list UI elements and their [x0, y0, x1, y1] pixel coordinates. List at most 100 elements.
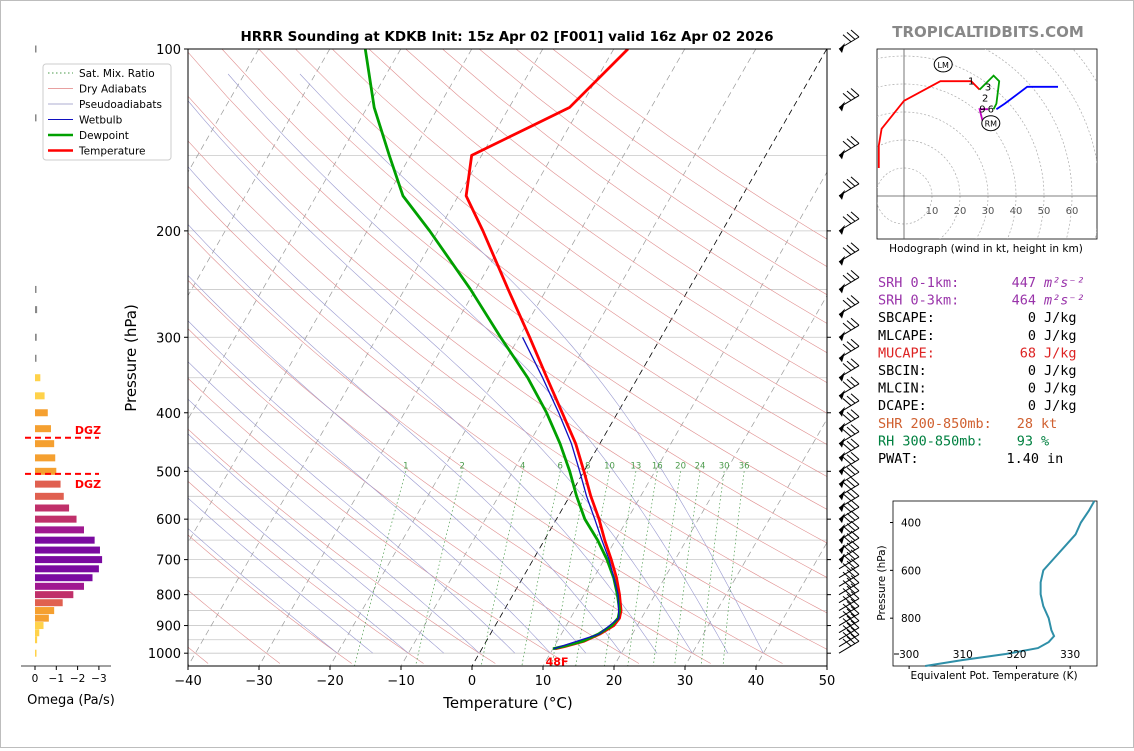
isotherm-line [684, 418, 827, 666]
chart-title: HRRR Sounding at KDKB Init: 15z Apr 02 [… [240, 29, 773, 45]
omega-bar [35, 440, 55, 448]
mixing-ratio-label: 20 [675, 461, 686, 471]
mixing-ratio-label: 4 [520, 461, 525, 471]
omega-bar [35, 392, 45, 400]
isotherm-line [1, 49, 46, 666]
dry-adiabat [188, 185, 827, 650]
mixing-ratio-label: 10 [604, 461, 615, 471]
index-value: 0 [1028, 310, 1036, 326]
omega-bar [35, 556, 103, 564]
dry-adiabat [188, 232, 783, 664]
dry-adiabat [188, 589, 281, 664]
dry-adiabat [188, 480, 424, 664]
omega-bar [35, 574, 93, 582]
index-unit: J/kg [1044, 310, 1077, 326]
mixing-ratio-label: 1 [403, 461, 408, 471]
wind-barb [838, 376, 860, 400]
index-unit: J/kg [1044, 328, 1077, 344]
omega-bar [35, 599, 63, 607]
omega-bar [35, 409, 48, 417]
omega-bar [35, 614, 49, 622]
y-tick-label: 600 [156, 513, 181, 528]
skewt-panel: 1 2 4 6 8 10 13 16 20 24 30 36 −40 −30 −20 −10 0 10 20 30 4… [1, 29, 860, 712]
hodograph-trace [877, 80, 981, 168]
wind-barb [838, 136, 860, 160]
omega-bar [35, 374, 41, 382]
dry-adiabat [188, 140, 827, 614]
x-tick-label: 20 [606, 674, 623, 689]
wind-barb [838, 242, 860, 266]
mixing-ratio-line [674, 471, 701, 666]
dry-adiabat [295, 49, 827, 445]
y-tick-label: 500 [156, 465, 181, 480]
x-tick-label: 50 [819, 674, 836, 689]
hodograph-label: 9 [979, 105, 985, 116]
index-value: 0 [1028, 363, 1036, 379]
mixing-ratio-line [700, 471, 725, 666]
isotherm-line [755, 541, 827, 666]
index-label: SRH 0-1km: [878, 275, 959, 291]
x-tick-label: −30 [245, 674, 272, 689]
hodograph-label: 1 [968, 77, 974, 88]
pseudoadiabat [188, 398, 480, 654]
thetae-x-tick-label: 330 [1060, 649, 1080, 661]
hodograph-tick-label: 60 [1066, 206, 1079, 217]
wind-barb [838, 476, 860, 501]
mixing-ratio-line [354, 471, 407, 666]
index-unit: m²s⁻² [1043, 275, 1085, 291]
omega-bar [35, 285, 37, 293]
hodograph-label: 6 [988, 105, 994, 116]
index-value: 93 [1017, 433, 1033, 449]
wind-barb [838, 566, 860, 587]
isotherm-line [542, 171, 827, 666]
skewt-xlabel: Temperature (°C) [442, 694, 572, 712]
index-value: 0 [1028, 398, 1036, 414]
wind-barb [838, 583, 860, 604]
y-tick-label: 300 [156, 331, 181, 346]
dry-adiabat [188, 428, 496, 664]
thetae-y-tick-label: 400 [901, 518, 921, 530]
dry-adiabat [188, 95, 827, 578]
hodograph-tick-label: 30 [982, 206, 995, 217]
omega-bar [35, 45, 37, 53]
index-label: SHR 200-850mb: [878, 416, 992, 432]
x-tick-label: 30 [677, 674, 694, 689]
index-value: 464 [1012, 293, 1036, 309]
omega-bar [35, 333, 37, 341]
omega-bar [35, 636, 38, 644]
omega-bar [35, 504, 70, 512]
y-tick-label: 800 [156, 589, 181, 604]
mixing-ratio-line [551, 471, 589, 666]
omega-bar [35, 582, 84, 590]
thetae-x-tick-label: 300 [899, 649, 919, 661]
x-tick-label: −10 [387, 674, 414, 689]
mixing-ratio-label: 13 [631, 461, 642, 471]
x-tick-label: −40 [174, 674, 201, 689]
mixing-ratio-label: 16 [652, 461, 663, 471]
omega-bar [35, 565, 99, 573]
pseudoadiabat [188, 320, 551, 654]
wind-barb [838, 358, 860, 382]
index-value: 0 [1028, 381, 1036, 397]
dgz-label: DGZ [75, 478, 101, 491]
omega-xlabel: Omega (Pa/s) [27, 693, 115, 708]
index-value: 1.40 [1006, 451, 1039, 467]
omega-bar [35, 649, 37, 657]
index-label: RH 300-850mb: [878, 433, 984, 449]
thetae-y-tick-label: 800 [901, 613, 921, 625]
wind-barb [838, 317, 860, 342]
wind-barb [838, 438, 860, 462]
mixing-ratio-line [521, 471, 561, 666]
legend-label: Temperature [78, 146, 146, 158]
hodograph-tick-label: 10 [926, 206, 939, 217]
pseudoadiabat [188, 100, 693, 654]
wind-barb [838, 338, 860, 363]
dry-adiabat [188, 279, 711, 664]
index-unit: J/kg [1044, 381, 1077, 397]
wind-barb [838, 270, 860, 294]
omega-bar [35, 354, 37, 362]
index-unit: m²s⁻² [1043, 293, 1085, 309]
